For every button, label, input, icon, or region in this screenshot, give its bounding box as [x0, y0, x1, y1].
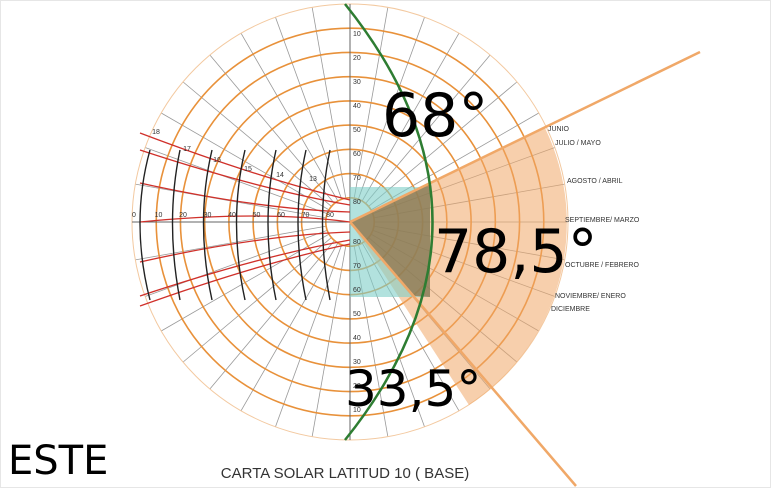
altitude-label: 80 — [353, 239, 361, 246]
altitude-label: 10 — [353, 31, 361, 38]
angle-label: 33,5° — [345, 360, 481, 418]
hour-label: 13 — [309, 176, 317, 183]
labels: JUNIO JULIO / MAYO AGOSTO / ABRIL SEPTIEMBR… — [132, 31, 640, 414]
altitude-label: 60 — [353, 151, 361, 158]
month-label: AGOSTO / ABRIL — [567, 178, 623, 185]
month-label: JULIO / MAYO — [555, 140, 601, 147]
altitude-label: 70 — [353, 263, 361, 270]
sun-path — [139, 243, 351, 307]
altitude-label: 10 — [155, 212, 163, 219]
sun-path — [139, 231, 351, 263]
altitude-label: 20 — [353, 55, 361, 62]
sun-path — [139, 149, 351, 206]
sun-path — [139, 132, 351, 201]
hour-line — [267, 149, 277, 301]
altitude-label: 60 — [353, 287, 361, 294]
altitude-label: 70 — [353, 175, 361, 182]
altitude-label: 30 — [204, 212, 212, 219]
hour-label: 18 — [152, 129, 160, 136]
hour-label: 16 — [213, 157, 221, 164]
hour-line — [297, 149, 307, 301]
angle-line — [349, 221, 577, 487]
altitude-label: 50 — [253, 212, 261, 219]
altitude-label: 60 — [277, 212, 285, 219]
altitude-label: 20 — [353, 383, 361, 390]
orientation-label: ESTE — [8, 438, 108, 484]
month-label: NOVIEMBRE/ ENERO — [555, 293, 626, 300]
altitude-label: 40 — [228, 212, 236, 219]
chart-title: CARTA SOLAR LATITUD 10 ( BASE) — [221, 465, 469, 482]
shading-overlap — [350, 183, 430, 297]
hour-line — [202, 149, 213, 301]
altitude-label: 30 — [353, 79, 361, 86]
altitude-label: 0 — [132, 212, 136, 219]
month-label: JUNIO — [548, 126, 570, 133]
hour-line — [139, 149, 151, 301]
hour-line — [321, 149, 331, 301]
hour-label: 14 — [276, 172, 284, 179]
angle-label: 78,5° — [434, 217, 598, 287]
altitude-label: 70 — [302, 212, 310, 219]
altitude-label: 80 — [326, 212, 334, 219]
month-label: DICIEMBRE — [551, 306, 590, 313]
sun-path — [139, 239, 351, 297]
sun-path — [139, 182, 351, 213]
altitude-label: 10 — [353, 407, 361, 414]
altitude-label: 50 — [353, 127, 361, 134]
hour-label: 15 — [244, 166, 252, 173]
angle-line — [349, 50, 701, 224]
sun-path — [139, 215, 351, 223]
hour-line — [235, 149, 246, 301]
altitude-label: 30 — [353, 359, 361, 366]
altitude-label: 40 — [353, 335, 361, 342]
month-label: OCTUBRE / FEBRERO — [565, 262, 639, 269]
hour-label: 17 — [183, 146, 191, 153]
profile-curve — [344, 3, 434, 441]
angle-label: 68° — [382, 81, 488, 151]
altitude-label: 20 — [179, 212, 187, 219]
altitude-label: 50 — [353, 311, 361, 318]
altitude-label: 40 — [353, 103, 361, 110]
altitude-label: 80 — [353, 199, 361, 206]
month-label: SEPTIEMBRE/ MARZO — [565, 217, 640, 224]
hour-line — [171, 149, 181, 301]
